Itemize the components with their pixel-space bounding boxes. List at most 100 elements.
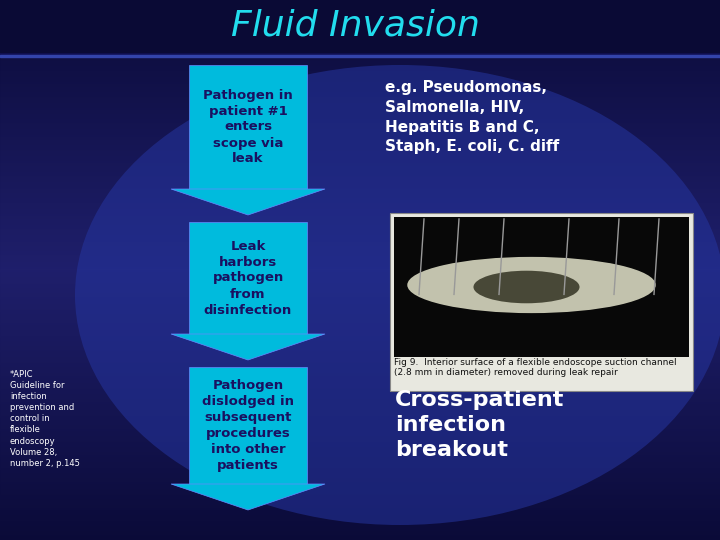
Bar [0,424,720,425]
Bar [0,459,720,460]
Bar [0,190,720,191]
Bar [0,465,720,466]
Bar [0,453,720,454]
Bar [0,448,720,449]
Bar [0,165,720,166]
Bar [0,14,720,15]
Bar [0,419,720,420]
Bar [0,164,720,165]
Bar [0,66,720,67]
Bar [0,112,720,113]
Bar [0,523,720,524]
Bar [0,43,720,44]
Bar [0,209,720,210]
Bar [0,120,720,121]
Bar [0,316,720,317]
Bar [0,231,720,232]
Bar [0,34,720,35]
Bar [0,485,720,486]
Bar [0,382,720,383]
Bar [0,269,720,270]
Bar [0,394,720,395]
Bar [0,223,720,224]
Bar [0,37,720,38]
Bar [0,452,720,453]
Bar [0,83,720,84]
Bar [0,144,720,145]
Bar [0,96,720,97]
Bar [0,25,720,26]
Bar [0,293,720,294]
Bar [0,387,720,388]
Bar [0,318,720,319]
Bar [0,168,720,169]
Bar [0,50,720,51]
Bar [0,7,720,8]
Bar [0,204,720,205]
Bar [0,502,720,503]
Bar [0,510,720,511]
Bar [0,113,720,114]
Bar [0,186,720,187]
Bar [0,464,720,465]
Bar [0,401,720,402]
Bar [0,26,720,27]
Bar [0,121,720,122]
Bar [0,428,720,429]
Bar [0,272,720,273]
Bar [0,324,720,325]
Bar [0,325,720,326]
Bar [0,433,720,434]
Bar [189,222,307,334]
Bar [0,213,720,214]
Bar [0,315,720,316]
Bar [0,429,720,430]
Bar [0,466,720,467]
Bar [0,109,720,110]
Bar [0,536,720,537]
Bar [0,358,720,359]
Bar [0,347,720,348]
Bar [0,443,720,444]
Ellipse shape [474,271,580,303]
Bar [0,482,720,483]
Bar [0,3,720,4]
Bar [0,341,720,342]
Bar [0,427,720,428]
Bar [0,483,720,484]
Bar [0,363,720,364]
Bar [0,176,720,177]
Bar [0,312,720,313]
Bar [0,39,720,40]
Bar [0,217,720,218]
Bar [0,162,720,163]
Bar [0,480,720,481]
Bar [0,395,720,396]
Bar [0,458,720,459]
Bar [0,478,720,479]
Bar [0,527,720,528]
Bar [0,508,720,509]
Bar [0,166,720,167]
Bar [0,1,720,2]
Bar [0,468,720,469]
Bar [0,30,720,31]
Bar [0,60,720,61]
Bar [0,63,720,64]
Bar [0,97,720,98]
Bar [0,484,720,485]
Bar [0,99,720,100]
Bar [0,495,720,496]
Bar [0,377,720,378]
Bar [0,265,720,266]
Bar [0,389,720,390]
Bar [0,178,720,179]
Bar [0,212,720,213]
Bar [0,507,720,508]
Bar [0,378,720,379]
Bar [0,55,720,56]
Polygon shape [171,484,325,510]
Bar [0,301,720,302]
Bar [0,307,720,308]
Bar [0,62,720,63]
